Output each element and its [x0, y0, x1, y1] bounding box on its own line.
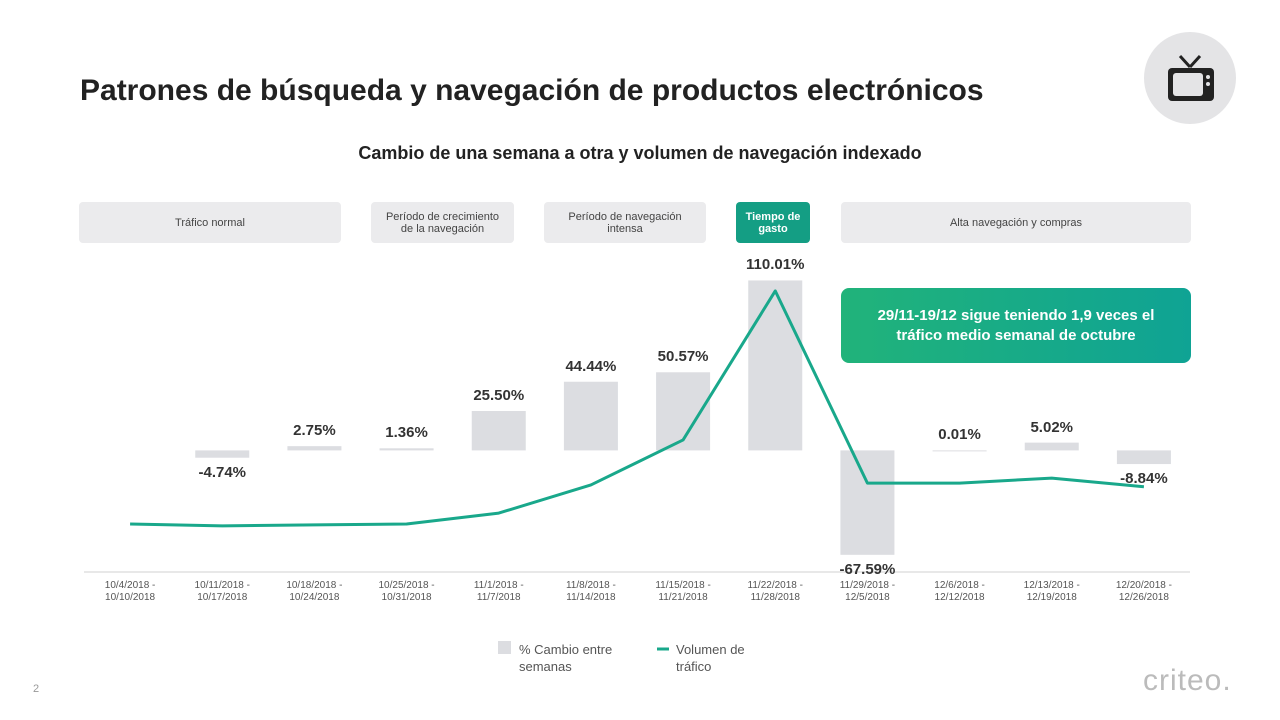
x-tick-label: 11/22/2018 - 11/28/2018 [747, 580, 803, 603]
subtitle: Cambio de una semana a otra y volumen de… [358, 143, 922, 163]
data-label: -67.59% [839, 560, 896, 578]
legend-label: % Cambio entre semanas [519, 642, 613, 674]
phase: Tiempo de gasto [736, 202, 810, 243]
x-tick-label: 11/8/2018 - 11/14/2018 [565, 580, 616, 603]
data-label: -4.74% [198, 463, 247, 481]
data-label: 25.50% [473, 387, 525, 404]
legend-swatch [498, 641, 511, 654]
x-tick-label: 12/20/2018 - 12/26/2018 [1115, 580, 1172, 603]
bar [1024, 442, 1079, 451]
data-label: 110.01% [746, 256, 805, 274]
x-tick-label: 12/13/2018 - 12/19/2018 [1023, 580, 1080, 603]
bar [1116, 450, 1171, 465]
bar [932, 450, 987, 452]
x-tick-label: 10/25/2018 - 10/31/2018 [378, 580, 435, 603]
bar [379, 448, 434, 451]
bar [840, 450, 895, 555]
x-tick-label: 10/4/2018 - 10/10/2018 [104, 580, 156, 603]
data-label: 50.57% [657, 348, 709, 366]
data-label: -8.84% [1120, 470, 1168, 488]
x-tick-label: 12/6/2018 - 12/12/2018 [934, 580, 985, 603]
line [130, 289, 1145, 528]
data-label: 0.01% [938, 426, 981, 444]
bar [471, 411, 526, 451]
x-tick-label: 11/15/2018 - 11/21/2018 [655, 580, 711, 603]
data-label: 1.36% [385, 424, 428, 442]
title: Patrones de búsqueda y navegación de pro… [80, 74, 984, 107]
bar [748, 280, 803, 451]
data-label: 5.02% [1030, 418, 1074, 436]
x-tick-label: 10/11/2018 - 10/17/2018 [194, 580, 250, 603]
bar [287, 446, 342, 451]
data-label: 44.44% [565, 357, 617, 375]
x-tick-label: 11/29/2018 - 12/5/2018 [839, 580, 896, 603]
phase: Período de navegación intensa [544, 202, 706, 243]
phase: Alta navegación y compras [841, 202, 1191, 243]
phase: Período de crecimiento de la navegación [371, 202, 514, 243]
bar [195, 450, 250, 458]
data-label: 2.75% [293, 422, 336, 440]
page-number: 2 [33, 683, 40, 695]
legend-label: Volumen de tráfico [676, 642, 745, 674]
tv-icon [1144, 32, 1236, 124]
phase: Tráfico normal [79, 202, 341, 243]
annotation: 29/11-19/12 sigue teniendo 1,9 veces el … [841, 288, 1191, 363]
x-tick-label: 10/18/2018 - 10/24/2018 [286, 580, 343, 603]
logo: criteo. [1143, 664, 1232, 697]
bar [563, 381, 618, 451]
x-tick-label: 11/1/2018 - 11/7/2018 [473, 580, 524, 603]
